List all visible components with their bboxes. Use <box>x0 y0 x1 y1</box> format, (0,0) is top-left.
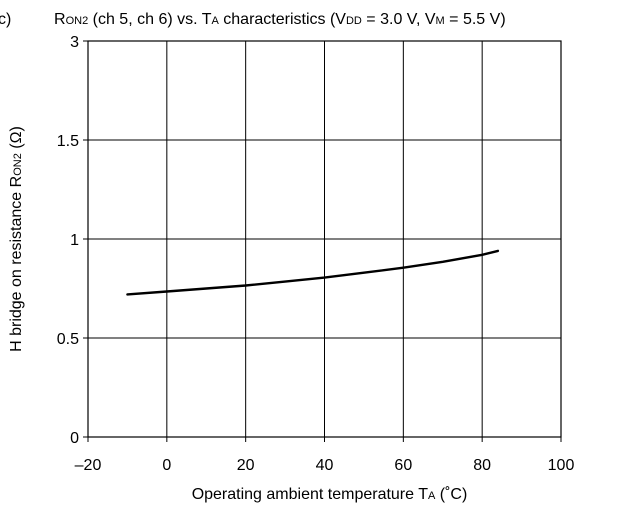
x-tick-label: –20 <box>75 457 102 474</box>
y-tick-label: 1.5 <box>57 133 79 150</box>
y-tick-label: 3 <box>70 34 79 51</box>
chart-title-part-4: characteristics (V <box>219 11 346 28</box>
x-axis-label-part-1: A <box>428 490 436 502</box>
series-line <box>126 249 500 296</box>
x-tick-label: 60 <box>394 457 412 474</box>
chart-title-part-0: R <box>54 11 66 28</box>
x-tick-label: 0 <box>162 457 171 474</box>
x-tick-label: 80 <box>473 457 491 474</box>
y-tick-label: 0 <box>70 430 79 447</box>
chart-title-part-3: A <box>211 15 219 27</box>
y-tick-label: 1 <box>70 232 79 249</box>
chart-title-part-2: (ch 5, ch 6) vs. T <box>88 11 212 28</box>
y-axis-label-part-1: ON2 <box>12 153 24 176</box>
y-axis-label-part-2: (Ω) <box>8 126 25 153</box>
chart-title-part-5: DD <box>346 15 362 27</box>
x-tick-label: 100 <box>548 457 575 474</box>
chart-title-part-7: M <box>436 15 445 27</box>
chart-title-part-6: = 3.0 V, V <box>362 11 436 28</box>
chart-title: RON2 (ch 5, ch 6) vs. TA characteristics… <box>54 11 506 28</box>
panel-label: c) <box>0 11 11 28</box>
chart-title-part-8: = 5.5 V) <box>445 11 506 28</box>
x-tick-label: 40 <box>316 457 334 474</box>
chart-title-part-1: ON2 <box>66 15 89 27</box>
x-axis-label: Operating ambient temperature TA (˚C) <box>192 486 468 503</box>
x-axis-label-part-2: (˚C) <box>435 486 467 503</box>
x-tick-label: 20 <box>237 457 255 474</box>
y-tick-label: 0.5 <box>57 331 79 348</box>
y-axis-label: H bridge on resistance RON2 (Ω) <box>8 126 25 352</box>
y-axis-label-part-0: H bridge on resistance R <box>8 176 25 352</box>
x-axis-label-part-0: Operating ambient temperature T <box>192 486 429 503</box>
